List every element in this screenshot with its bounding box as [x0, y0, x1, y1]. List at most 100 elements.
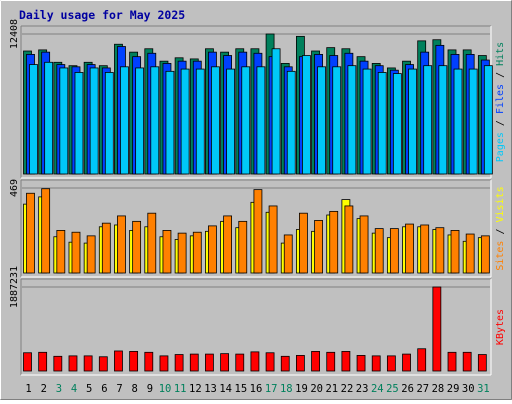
bar-kbytes-day-3: [53, 355, 63, 372]
x-tick-label-day-30: 30: [462, 383, 475, 395]
panel-sites_visits: 469 Sites / Visits: [9, 179, 506, 278]
x-tick-label-day-1: 1: [25, 383, 31, 395]
bar-pages-day-5: [89, 67, 99, 175]
bar-pages-day-6: [104, 72, 114, 175]
x-tick-label-day-17: 17: [265, 383, 278, 395]
x-tick-label-day-22: 22: [341, 383, 354, 395]
bar-kbytes-day-17: [265, 352, 275, 372]
bar-kbytes-day-4: [68, 355, 78, 372]
bar-kbytes-day-22: [341, 351, 351, 372]
bar-kbytes-day-23: [356, 355, 366, 372]
chart-title: Daily usage for May 2025: [19, 8, 185, 22]
bar-pages-day-7: [120, 66, 129, 175]
bar-sites-day-16: [253, 189, 263, 274]
bar-kbytes-day-31: [477, 354, 487, 372]
bar-pages-day-18: [286, 70, 296, 175]
bar-pages-day-20: [317, 66, 326, 175]
bar-sites-day-11: [177, 232, 187, 274]
bar-pages-day-22: [347, 65, 357, 175]
x-tick-label-day-6: 6: [101, 383, 107, 395]
x-tick-label-day-4: 4: [71, 383, 77, 395]
bar-pages-day-16: [256, 66, 266, 175]
x-tick-label-day-14: 14: [219, 383, 232, 395]
bar-pages-day-9: [150, 66, 160, 175]
chart-panels: 12408 Pages / Files / Hits 469 Sites / Visi…: [9, 19, 506, 376]
bar-sites-day-26: [405, 223, 414, 274]
bar-kbytes-day-8: [129, 351, 139, 372]
panel-hits_files_pages: 12408 Pages / Files / Hits: [9, 19, 506, 179]
x-tick-label-day-9: 9: [147, 383, 153, 395]
legend-entry: /: [495, 114, 506, 132]
bar-sites-day-9: [147, 212, 157, 274]
bar-sites-day-7: [117, 215, 126, 274]
bar-pages-day-27: [423, 65, 433, 175]
bar-sites-day-17: [268, 205, 278, 274]
bar-pages-day-14: [226, 68, 235, 175]
bar-sites-day-24: [374, 228, 384, 274]
bar-kbytes-day-21: [326, 351, 336, 372]
legend-entry: /: [495, 222, 506, 240]
bar-pages-day-24: [377, 72, 387, 175]
bar-pages-day-23: [362, 68, 372, 175]
bar-pages-day-3: [59, 67, 69, 175]
bar-kbytes-day-19: [296, 355, 305, 372]
y-max-label: 1887231: [9, 266, 20, 308]
bar-pages-day-13: [211, 66, 220, 175]
bar-sites-day-18: [283, 234, 293, 274]
bar-kbytes-day-11: [174, 354, 184, 372]
bar-sites-day-30: [465, 233, 475, 274]
bar-pages-day-17: [271, 48, 281, 175]
x-tick-label-day-3: 3: [56, 383, 62, 395]
bar-kbytes-day-14: [220, 353, 229, 372]
x-tick-label-day-27: 27: [416, 383, 429, 395]
bar-pages-day-25: [392, 73, 402, 175]
x-tick-label-day-25: 25: [386, 383, 399, 395]
bar-sites-day-22: [344, 205, 354, 274]
bar-sites-day-23: [359, 215, 369, 274]
bar-sites-day-4: [71, 231, 81, 274]
bar-kbytes-day-16: [250, 351, 260, 372]
legend-entry: Hits: [495, 42, 506, 66]
bar-sites-day-8: [132, 220, 142, 274]
bar-kbytes-day-13: [205, 353, 214, 372]
bar-pages-day-26: [408, 68, 417, 175]
bar-pages-day-8: [135, 67, 145, 175]
x-tick-label-day-5: 5: [86, 383, 92, 395]
bar-sites-day-19: [299, 212, 308, 274]
bar-pages-day-12: [195, 68, 205, 175]
legend-entry: Sites: [495, 241, 506, 271]
y-max-label: 12408: [9, 19, 20, 49]
x-axis-day-labels: 1 2 3 4 5 6 7 8 9 10 11 12 13 14 15 16 17 18 19 20 21 22 23 24 2…: [25, 383, 489, 395]
panel-kbytes: 1887231 KBytes: [9, 266, 506, 376]
bar-sites-day-12: [192, 231, 202, 274]
x-tick-label-day-21: 21: [325, 383, 338, 395]
bar-sites-day-1: [26, 192, 35, 274]
bar-sites-day-5: [86, 235, 96, 274]
legend-entry: Files: [495, 84, 506, 114]
bar-kbytes-day-30: [462, 351, 472, 372]
bar-kbytes-day-10: [159, 355, 169, 372]
x-tick-label-day-31: 31: [477, 383, 490, 395]
bar-pages-day-31: [483, 65, 493, 175]
bar-sites-day-14: [223, 215, 232, 274]
x-tick-label-day-18: 18: [280, 383, 293, 395]
legend-entry: Visits: [495, 186, 506, 222]
x-tick-label-day-10: 10: [159, 383, 172, 395]
bar-kbytes-day-2: [38, 351, 48, 372]
bar-sites-day-29: [450, 230, 460, 274]
bar-pages-day-1: [29, 64, 38, 175]
bar-kbytes-day-15: [235, 353, 245, 372]
bar-sites-day-20: [314, 220, 323, 274]
bar-kbytes-day-25: [386, 355, 396, 372]
bar-pages-day-2: [44, 61, 54, 175]
bar-kbytes-day-1: [23, 352, 32, 372]
bar-pages-day-30: [468, 68, 478, 175]
bar-sites-day-27: [420, 224, 430, 274]
panel-legend: Pages / Files / Hits: [495, 42, 506, 162]
legend-entry: Pages: [495, 132, 506, 162]
legend-entry: /: [495, 66, 506, 84]
bar-sites-day-13: [208, 225, 217, 274]
x-tick-label-day-29: 29: [447, 383, 460, 395]
bar-kbytes-day-29: [447, 351, 457, 372]
panel-legend: Sites / Visits: [495, 186, 506, 270]
